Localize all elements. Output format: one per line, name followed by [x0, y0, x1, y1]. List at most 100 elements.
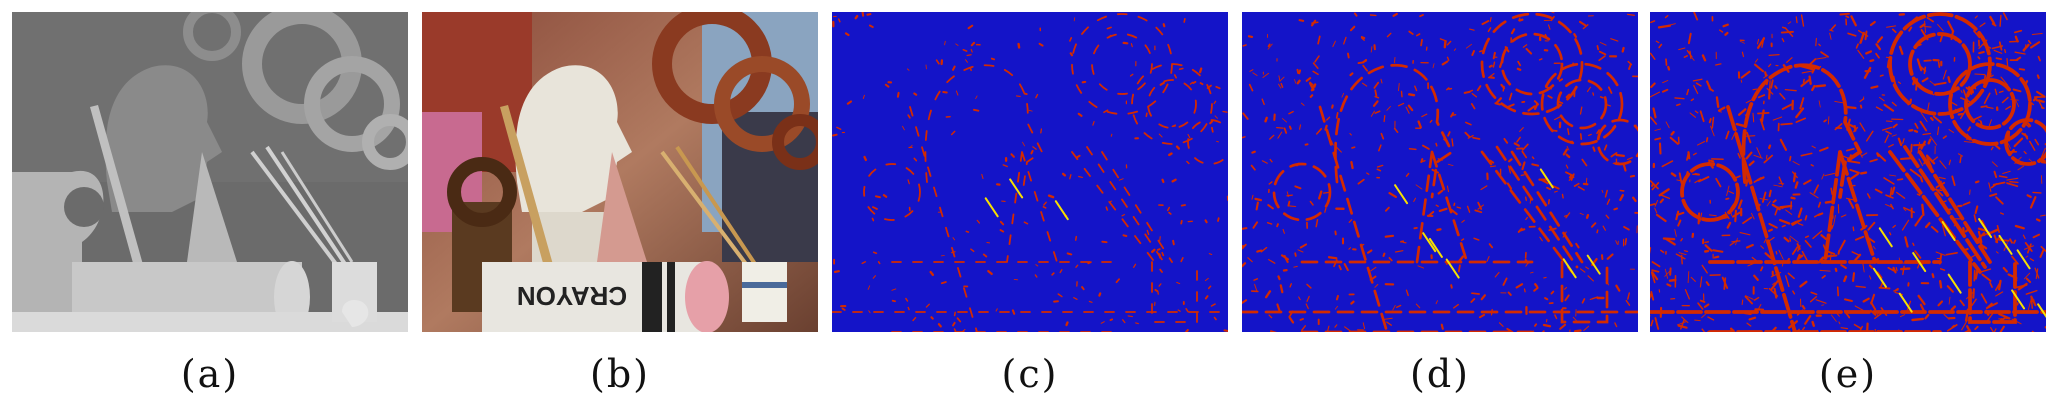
- error-speck: [1748, 316, 1757, 321]
- error-speck: [1904, 236, 1909, 248]
- error-speck: [1746, 131, 1752, 144]
- error-contour: [1131, 63, 1213, 145]
- error-speck: [1782, 64, 1790, 73]
- error-speck: [1822, 244, 1826, 250]
- error-speck: [1464, 131, 1471, 138]
- error-peak: [1586, 254, 1601, 275]
- error-speck: [862, 94, 865, 99]
- error-speck: [1901, 219, 1910, 231]
- error-speck: [1795, 107, 1805, 119]
- error-speck: [1658, 43, 1663, 49]
- error-speck: [1986, 106, 1994, 109]
- error-speck: [1256, 249, 1263, 253]
- error-speck: [1075, 154, 1081, 159]
- error-speck: [2024, 80, 2029, 86]
- error-speck: [1833, 215, 1836, 226]
- error-speck: [1260, 246, 1268, 253]
- error-contour: [1500, 32, 1564, 96]
- error-speck: [1057, 293, 1063, 298]
- error-speck: [1130, 43, 1133, 48]
- error-speck: [1745, 179, 1749, 187]
- error-speck: [1380, 78, 1383, 84]
- error-speck: [1970, 86, 1974, 94]
- error-speck: [1558, 78, 1563, 82]
- error-speck: [1667, 65, 1671, 71]
- error-speck: [1973, 29, 1981, 39]
- error-speck: [1350, 300, 1355, 305]
- error-speck: [2035, 218, 2041, 222]
- error-speck: [1547, 95, 1553, 99]
- error-speck: [1554, 314, 1558, 320]
- error-speck: [1939, 160, 1947, 169]
- error-speck: [1587, 275, 1594, 282]
- error-speck: [891, 288, 897, 291]
- error-speck: [1210, 303, 1216, 307]
- error-speck: [1561, 193, 1564, 199]
- error-speck: [1906, 300, 1912, 311]
- error-speck: [1563, 214, 1568, 217]
- error-speck: [1289, 283, 1292, 288]
- error-speck: [1765, 154, 1768, 159]
- error-speck: [976, 219, 981, 224]
- error-speck: [1767, 228, 1773, 232]
- error-speck: [2027, 39, 2032, 45]
- error-speck: [1293, 265, 1298, 268]
- error-speck: [1415, 184, 1423, 190]
- error-speck: [1448, 87, 1453, 90]
- error-speck: [1217, 217, 1220, 222]
- error-speck: [1551, 12, 1555, 14]
- error-speck: [1582, 24, 1589, 30]
- error-speck: [1801, 304, 1806, 310]
- error-speck: [1725, 197, 1730, 200]
- error-speck: [2002, 170, 2011, 174]
- error-speck: [1361, 82, 1368, 87]
- error-speck: [1198, 67, 1203, 74]
- error-speck: [1603, 144, 1608, 151]
- error-speck: [1869, 20, 1876, 27]
- error-speck: [1729, 327, 1736, 332]
- error-speck: [1990, 74, 1994, 78]
- error-peak: [1394, 184, 1409, 205]
- error-speck: [1846, 147, 1855, 152]
- error-speck: [1625, 299, 1631, 306]
- error-speck: [1705, 281, 1710, 286]
- error-speck: [1980, 293, 1988, 304]
- error-speck: [1742, 161, 1746, 174]
- error-speck: [1098, 292, 1102, 297]
- error-speck: [1967, 126, 1972, 132]
- error-speck: [1677, 219, 1682, 227]
- error-speck: [2004, 49, 2007, 54]
- error-speck: [1361, 60, 1367, 63]
- error-speck: [1937, 23, 1944, 32]
- error-speck: [1277, 131, 1283, 139]
- error-speck: [1372, 100, 1379, 107]
- error-speck: [1288, 205, 1297, 208]
- error-speck: [833, 270, 840, 273]
- error-speck: [1892, 123, 1898, 129]
- error-speck: [1923, 66, 1927, 75]
- error-speck: [1662, 80, 1669, 84]
- error-speck: [1173, 74, 1178, 79]
- error-speck: [1865, 50, 1873, 55]
- error-speck: [1699, 299, 1706, 303]
- error-speck: [1990, 146, 1994, 151]
- error-speck: [1417, 265, 1425, 269]
- error-contour: [1091, 33, 1153, 95]
- error-speck: [1753, 296, 1760, 301]
- error-speck: [965, 59, 968, 63]
- error-speck: [2007, 273, 2018, 280]
- error-speck: [1988, 182, 1992, 193]
- error-speck: [1891, 134, 1897, 137]
- error-speck: [1993, 234, 1999, 244]
- error-speck: [1885, 194, 1894, 199]
- error-speck: [952, 65, 956, 71]
- error-speck: [1654, 128, 1662, 131]
- error-speck: [1874, 258, 1880, 262]
- error-speck: [1670, 130, 1675, 136]
- error-speck: [1668, 278, 1677, 282]
- error-speck: [1261, 160, 1268, 164]
- error-speck: [1242, 112, 1249, 120]
- error-speck: [1914, 43, 1922, 48]
- error-peak: [1428, 237, 1443, 258]
- error-speck: [1945, 252, 1958, 256]
